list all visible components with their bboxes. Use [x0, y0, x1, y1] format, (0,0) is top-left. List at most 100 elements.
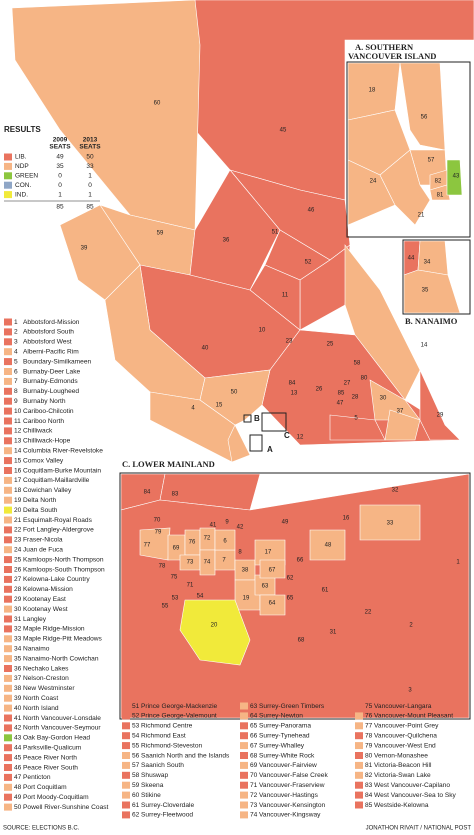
district-number: 58: [354, 361, 361, 367]
seats: 35: [56, 163, 64, 170]
district-number: 5: [14, 358, 18, 365]
district-number: 12: [14, 428, 22, 435]
party-swatch: [4, 526, 12, 534]
district-number: 31: [14, 616, 22, 623]
party-swatch: [122, 732, 130, 740]
party-swatch: [4, 437, 12, 445]
district-number: 37: [397, 409, 404, 415]
district-number: 28: [352, 395, 359, 401]
district-name: Vancouver-False Creek: [259, 772, 328, 779]
party-swatch: [4, 417, 12, 425]
district-number: 36: [223, 238, 230, 244]
party-swatch: [355, 781, 363, 789]
inset-title: B. NANAIMO: [405, 316, 458, 326]
district-number: 53: [172, 596, 179, 602]
district-number: 30: [380, 396, 387, 402]
district-area: [199, 549, 216, 576]
district-number: 85: [365, 802, 373, 809]
party-swatch: [4, 536, 12, 544]
district-number: 18: [14, 487, 22, 494]
district-number: 48: [14, 784, 22, 791]
party-label: CON.: [15, 182, 31, 189]
district-name: Burnaby-Edmonds: [23, 378, 78, 385]
district-number: 3: [408, 688, 412, 694]
seats: 1: [88, 191, 92, 198]
district-name: Victoria-Beacon Hill: [374, 762, 432, 769]
party-swatch: [355, 702, 363, 710]
party-swatch: [4, 153, 12, 161]
district-number: 68: [298, 638, 305, 644]
district-name: Delta North: [23, 497, 57, 504]
district-number: 10: [259, 328, 266, 334]
district-number: 42: [237, 525, 244, 531]
district-number: 6: [14, 368, 18, 375]
district-name: North Vancouver-Lonsdale: [23, 715, 101, 722]
party-swatch: [355, 732, 363, 740]
district-name: Esquimalt-Royal Roads: [23, 517, 93, 524]
district-number: 17: [265, 550, 272, 556]
party-swatch: [4, 595, 12, 603]
district-number: 13: [291, 391, 298, 397]
district-number: 15: [216, 403, 223, 409]
district-area: [259, 559, 286, 579]
district-number: 35: [14, 655, 22, 662]
district-number: 38: [242, 568, 249, 574]
seats: 49: [56, 154, 64, 161]
district-number: 11: [282, 293, 289, 299]
district-name: Fort Langley-Aldergrove: [23, 527, 94, 534]
district-number: 78: [365, 732, 373, 739]
district-number: 4: [14, 348, 18, 355]
party-swatch: [4, 457, 12, 465]
party-swatch: [240, 712, 248, 720]
inset-frame: [402, 239, 471, 315]
district-name: Prince George-Valemount: [141, 713, 217, 720]
inset-frame: [119, 472, 471, 720]
district-number: 44: [408, 256, 415, 262]
credit: JONATHON RIVAIT / NATIONAL POST: [366, 826, 472, 832]
district-number: 53: [132, 723, 140, 730]
party-swatch: [4, 318, 12, 326]
party-swatch: [4, 585, 12, 593]
district-number: 77: [365, 723, 373, 730]
district-number: 67: [269, 568, 276, 574]
district-name: Kootenay East: [23, 596, 66, 603]
district-number: 18: [369, 88, 376, 94]
district-number: 14: [421, 343, 428, 349]
party-swatch: [355, 752, 363, 759]
district-number: 25: [327, 342, 334, 348]
district-number: 40: [202, 346, 209, 352]
district-number: 21: [418, 213, 425, 219]
district-name: Surrey-White Rock: [259, 752, 315, 759]
district-name: Stikine: [141, 792, 161, 799]
district-name: Surrey-Whalley: [259, 742, 305, 749]
column-header: SEATS: [79, 144, 101, 151]
party-swatch: [355, 801, 363, 809]
district-name: Kelowna-Lake Country: [23, 576, 90, 583]
source: SOURCE: ELECTIONS B.C.: [3, 826, 80, 832]
district-number: 10: [14, 408, 22, 415]
district-number: 82: [365, 772, 373, 779]
district-number: 85: [338, 391, 345, 397]
party-swatch: [4, 655, 12, 663]
district-number: 26: [316, 387, 323, 393]
district-number: 44: [14, 744, 22, 751]
district-name: Skeena: [141, 782, 164, 789]
district-number: 50: [14, 804, 22, 811]
district-name: Westside-Kelowna: [374, 802, 429, 809]
district-number: 34: [424, 260, 431, 266]
district-name: Abbotsford-Mission: [23, 319, 80, 326]
district-name: Surrey-Green Timbers: [259, 703, 325, 710]
district-name: Columbia River-Revelstoke: [23, 447, 103, 454]
district-name: Nanaimo-North Cowichan: [23, 655, 99, 662]
district-number: 3: [14, 339, 18, 346]
district-number: 7: [222, 558, 226, 564]
party-swatch: [355, 742, 363, 750]
party-swatch: [4, 744, 12, 752]
district-number: 74: [250, 812, 258, 819]
district-number: 37: [14, 675, 22, 682]
district-name: Coquitlam-Maillardville: [23, 477, 90, 484]
district-name: Chilliwack-Hope: [23, 438, 71, 445]
district-number: 71: [187, 583, 194, 589]
party-swatch: [4, 467, 12, 474]
district-area: [419, 369, 461, 441]
